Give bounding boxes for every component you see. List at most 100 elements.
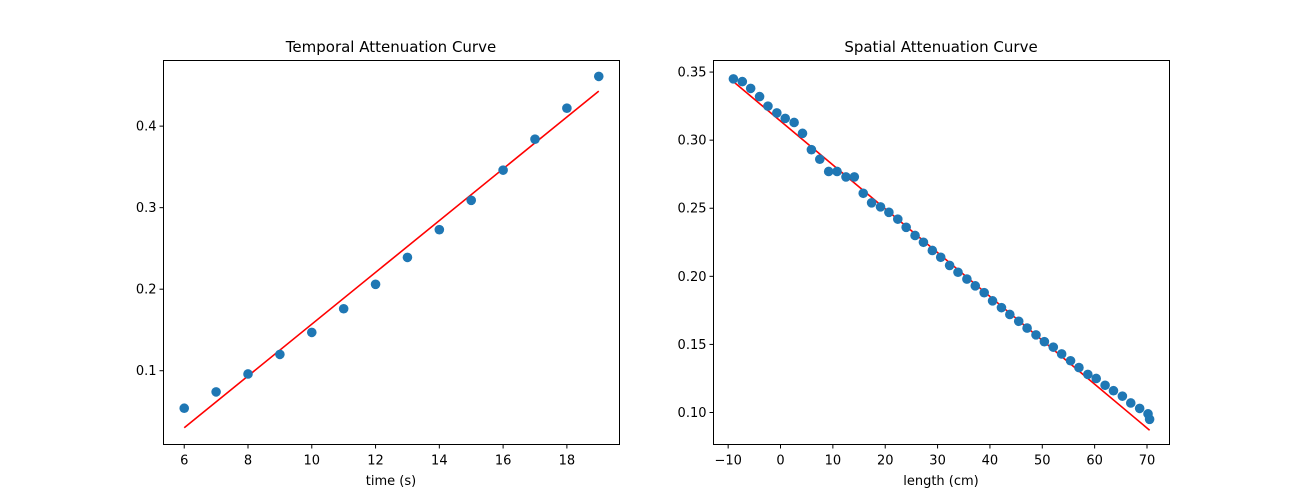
data-point [306,327,317,338]
data-point [884,207,894,218]
x-tick-label: 10 [825,454,842,469]
x-tick-label: 30 [929,454,946,469]
x-tick-label: 8 [244,454,252,469]
chart-title: Spatial Attenuation Curve [844,38,1037,56]
x-tick-label: 14 [431,454,448,469]
data-point [780,113,791,124]
data-point [243,369,253,379]
data-point [498,165,508,175]
data-point [979,287,989,298]
data-point [1022,323,1032,333]
data-point [1134,403,1145,414]
x-tick-label: 40 [982,454,999,469]
data-point [935,252,946,263]
data-point [892,214,903,224]
data-point [970,281,981,291]
data-point [858,188,869,199]
data-point [797,128,808,139]
y-tick-label: 0.30 [678,134,707,149]
data-point [1005,309,1015,320]
data-point [466,195,477,206]
data-point [275,349,285,360]
x-axis-ticks: 6 8 10 12 14 16 18 [180,444,576,469]
data-point [530,134,540,144]
x-axis-label: length (cm) [903,474,979,489]
data-point [996,302,1007,313]
data-point [211,387,221,397]
x-tick-label: 50 [1034,454,1051,469]
data-point [1039,336,1050,347]
data-point [953,267,963,278]
data-point [1100,380,1110,391]
x-tick-label: 12 [367,454,384,469]
data-point [1048,342,1059,352]
data-point [370,279,381,290]
data-point [737,76,748,87]
temporal-chart: Temporal Attenuation Curve 6 8 10 12 14 16 18 … [136,38,620,489]
plot-marks [728,74,1155,431]
data-point [866,197,877,208]
data-point [832,166,842,177]
x-tick-label: 60 [1086,454,1103,469]
data-point [806,144,817,155]
data-point [1091,373,1102,384]
data-point [927,245,938,256]
data-point [1065,355,1076,366]
data-point [814,154,825,165]
data-point [1013,316,1024,327]
axes-frame [163,60,620,445]
data-point [910,230,920,241]
data-point [754,91,765,102]
data-point [1117,391,1128,401]
data-point [772,108,782,118]
data-point [875,202,886,212]
chart-title: Temporal Attenuation Curve [285,38,496,56]
data-point [1074,362,1084,373]
data-point [823,166,834,177]
data-point [789,117,799,128]
data-point [728,74,739,84]
y-tick-label: 0.25 [678,202,707,217]
data-point [179,403,190,414]
data-point [1031,330,1041,340]
data-point [434,224,445,235]
data-point [338,303,349,314]
x-axis-label: time (s) [366,474,416,489]
x-tick-label: 20 [877,454,894,469]
axes-frame [713,60,1170,445]
data-point [987,296,998,306]
y-tick-label: 0.3 [136,201,157,216]
y-axis-ticks: 0.10 0.15 0.20 0.25 0.30 0.35 [678,66,714,421]
data-point [944,260,955,271]
y-tick-label: 0.20 [678,270,707,285]
data-point [841,172,851,182]
data-point [849,172,860,182]
x-tick-label: −10 [714,454,741,469]
data-point [745,83,756,94]
y-tick-label: 0.10 [678,406,707,421]
data-point [1083,369,1093,380]
x-tick-label: 6 [180,454,188,469]
y-tick-label: 0.15 [678,338,707,353]
data-point [562,103,572,113]
spatial-chart: Spatial Attenuation Curve −10 0 10 20 30 40 50… [678,38,1170,489]
data-point [1108,385,1119,396]
data-point [1144,414,1155,425]
y-axis-ticks: 0.1 0.2 0.3 0.4 [136,120,164,379]
x-tick-label: 70 [1139,454,1156,469]
data-point [918,237,929,248]
data-point [402,252,413,263]
x-tick-label: 10 [304,454,321,469]
y-tick-label: 0.4 [136,120,157,135]
x-tick-label: 16 [495,454,512,469]
data-point [962,274,972,284]
data-point [901,222,911,233]
data-point [1056,349,1067,359]
x-axis-ticks: −10 0 10 20 30 40 50 60 70 [714,444,1156,469]
x-tick-label: 0 [776,454,784,469]
y-tick-label: 0.2 [136,283,157,298]
data-point [1125,398,1136,408]
y-tick-label: 0.35 [678,66,707,81]
x-tick-label: 18 [559,454,576,469]
data-point [593,71,604,82]
